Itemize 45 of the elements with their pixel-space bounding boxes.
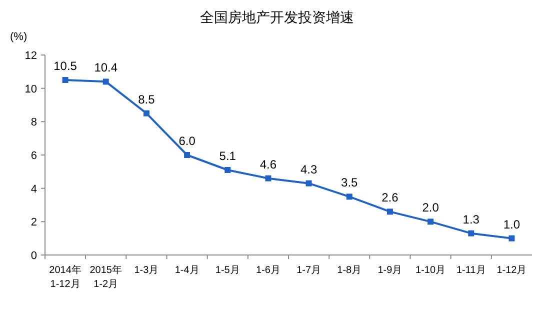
- point: [306, 180, 312, 186]
- point: [265, 175, 272, 182]
- x-tick-label: 1-7月: [296, 265, 322, 276]
- data-label: 4.6: [260, 157, 277, 172]
- x-tick-label: 1-9月: [378, 265, 402, 276]
- x-tick-label: 1-8月: [337, 265, 362, 276]
- x-tick-label: 1-10月: [416, 265, 446, 276]
- data-label: 1.0: [503, 217, 520, 232]
- y-tick-label: 12: [24, 50, 37, 62]
- y-tick-label: 6: [30, 150, 37, 162]
- x-tick-label: 1-6月: [256, 265, 280, 276]
- data-label: 10.5: [54, 59, 78, 73]
- data-label: 5.1: [219, 149, 236, 163]
- y-tick-label: 8: [30, 116, 37, 129]
- point: [62, 77, 68, 83]
- data-label: 10.4: [94, 60, 118, 75]
- x-tick-label: 2015年 1-2月: [90, 264, 122, 290]
- data-label: 4.3: [300, 162, 318, 176]
- point: [386, 208, 393, 215]
- x-tick-label: 1-4月: [174, 265, 200, 276]
- y-tick-label: 4: [30, 183, 37, 196]
- point: [184, 152, 190, 158]
- point: [428, 218, 434, 225]
- y-tick-label: 0: [30, 250, 37, 262]
- data-label: 2.0: [422, 200, 440, 215]
- x-tick-label: 2014年 1-12月: [49, 264, 82, 290]
- point: [143, 110, 150, 116]
- point: [508, 235, 515, 242]
- chart-title: 全国房地产开发投资增速: [200, 9, 354, 25]
- data-label: 6.0: [178, 134, 196, 148]
- point: [468, 230, 474, 236]
- x-tick-label: 1-12月: [496, 265, 527, 276]
- data-label: 8.5: [138, 92, 156, 106]
- x-tick-label: 1-5月: [215, 265, 240, 276]
- data-label: 3.5: [341, 176, 358, 190]
- point: [224, 167, 231, 173]
- y-tick-label: 2: [30, 216, 37, 229]
- data-label: 1.3: [462, 212, 480, 226]
- data-label: 2.6: [382, 190, 399, 205]
- x-tick-label: 1-11月: [456, 265, 486, 276]
- y-axis-title: (%): [10, 31, 28, 43]
- y-tick-label: 10: [24, 83, 37, 96]
- point: [346, 194, 352, 200]
- point: [102, 78, 109, 85]
- x-tick-label: 1-3月: [134, 265, 159, 276]
